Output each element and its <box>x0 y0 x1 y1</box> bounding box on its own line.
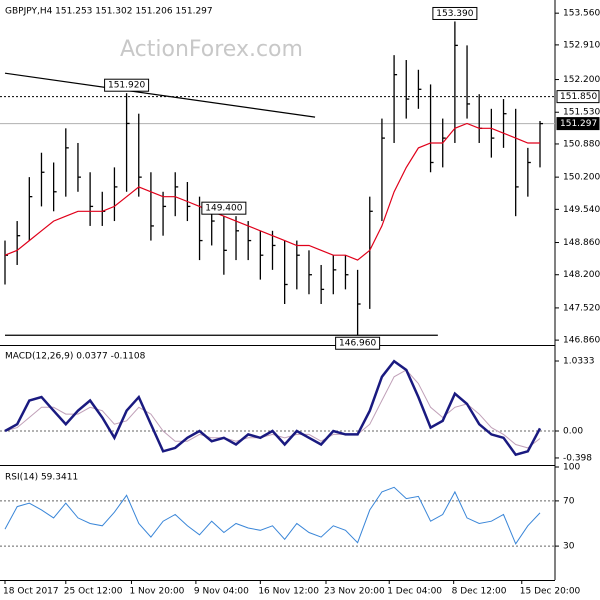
y-tick-label: 150.200 <box>563 173 600 183</box>
y-tick-label: 146.860 <box>563 336 600 346</box>
y-tick-label: 150.880 <box>563 139 600 149</box>
y-tick-label: 0.00 <box>563 427 583 437</box>
chart-title: GBPJPY,H4 151.253 151.302 151.206 151.29… <box>5 7 213 17</box>
x-tick-label: 1 Dec 04:00 <box>387 587 442 597</box>
annotation-label: 151.920 <box>108 81 145 91</box>
annotation-label: 149.400 <box>205 204 242 214</box>
annotation-label: 146.960 <box>339 339 376 349</box>
annotation-box <box>432 6 478 20</box>
y-tick-label: 148.860 <box>563 238 600 248</box>
level-label-box <box>556 90 600 104</box>
level-label-box <box>556 117 600 131</box>
x-tick-label: 25 Oct 12:00 <box>64 587 123 597</box>
annotation-box <box>335 336 381 350</box>
x-tick-label: 23 Nov 20:00 <box>324 587 385 597</box>
x-tick-label: 9 Nov 04:00 <box>194 587 249 597</box>
level-label: 151.297 <box>560 119 597 129</box>
y-tick-label: 152.200 <box>563 75 600 85</box>
y-tick-label: 152.910 <box>563 40 600 50</box>
y-tick-label: 153.560 <box>563 9 600 19</box>
panel-title: MACD(12,26,9) 0.0377 -0.1108 <box>5 352 146 362</box>
level-label: 151.850 <box>560 92 597 102</box>
x-tick-label: 16 Nov 12:00 <box>258 587 319 597</box>
y-tick-label: 70 <box>563 496 575 506</box>
y-tick-label: 1.0333 <box>563 357 595 367</box>
y-tick-label: -0.398 <box>563 453 592 463</box>
annotation-label: 153.390 <box>436 9 473 19</box>
y-tick-label: 151.530 <box>563 108 600 118</box>
indicator-line <box>4 359 542 457</box>
x-tick-label: 1 Nov 20:00 <box>129 587 184 597</box>
y-tick-label: 148.200 <box>563 270 600 280</box>
x-tick-label: 15 Dec 20:00 <box>520 587 581 597</box>
annotation-box <box>104 78 150 92</box>
y-tick-label: 147.520 <box>563 303 600 313</box>
panel-title: RSI(14) 59.3411 <box>5 473 78 483</box>
moving-average <box>4 122 540 261</box>
annotation-box <box>201 201 247 215</box>
y-tick-label: 100 <box>563 463 580 473</box>
trendline <box>4 72 316 118</box>
y-tick-label: 30 <box>563 542 575 552</box>
indicator-line <box>4 369 541 449</box>
indicator-line <box>4 486 541 545</box>
x-tick-label: 8 Dec 12:00 <box>452 587 507 597</box>
watermark: ActionForex.com <box>120 37 303 62</box>
x-tick-label: 18 Oct 2017 <box>3 587 59 597</box>
y-tick-label: 149.540 <box>563 205 600 215</box>
